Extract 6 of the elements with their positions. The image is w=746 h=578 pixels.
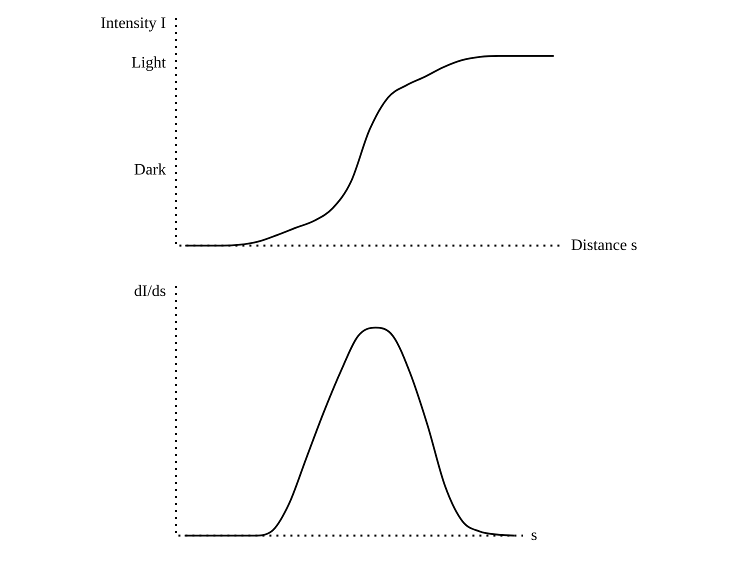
y-axis-title: dI/ds — [134, 283, 166, 300]
x-axis-title: Distance s — [571, 236, 638, 254]
x-axis-title: s — [531, 526, 538, 544]
text: Light — [131, 54, 167, 72]
text: Dark — [134, 162, 166, 179]
y-axis-title: Intensity I — [100, 15, 166, 32]
